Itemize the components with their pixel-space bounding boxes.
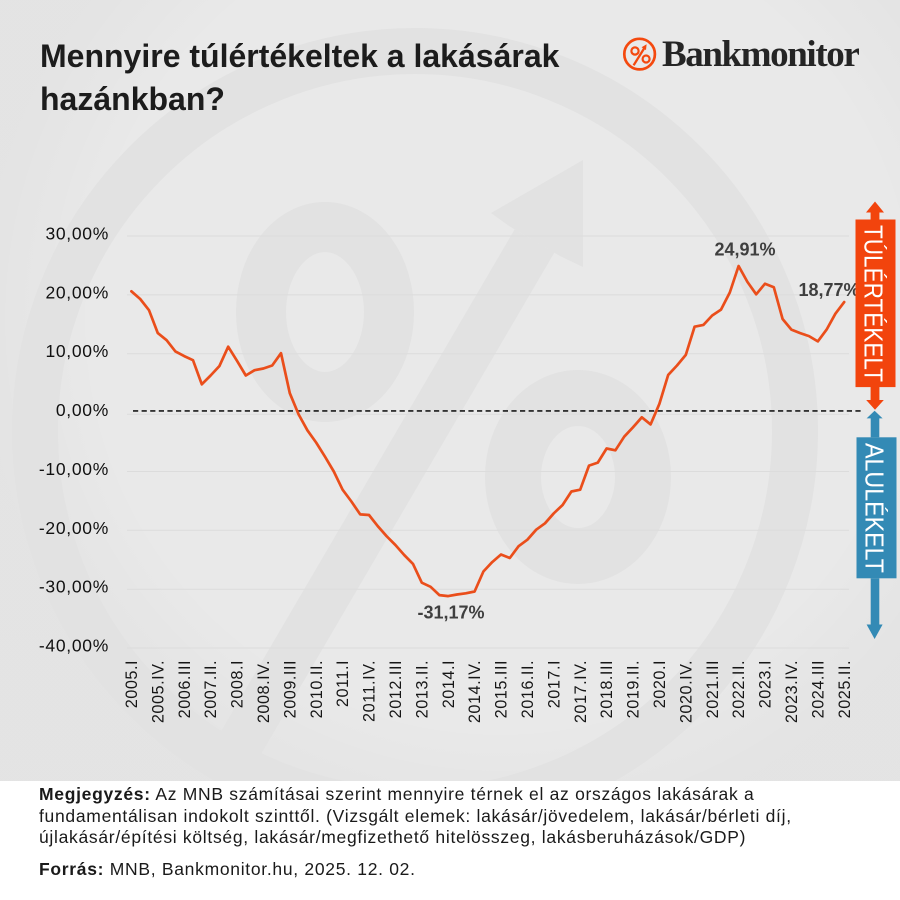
svg-text:-31,17%: -31,17%	[417, 603, 484, 623]
svg-text:-20,00%: -20,00%	[39, 518, 109, 538]
svg-text:2008.I: 2008.I	[229, 660, 247, 708]
svg-text:-10,00%: -10,00%	[39, 459, 109, 479]
svg-text:24,91%: 24,91%	[714, 240, 775, 260]
svg-text:2015.III: 2015.III	[493, 660, 511, 718]
svg-text:2006.III: 2006.III	[176, 660, 194, 718]
svg-text:20,00%: 20,00%	[45, 282, 109, 302]
svg-text:2011.I: 2011.I	[334, 660, 352, 707]
svg-text:2007.II.: 2007.II.	[202, 660, 220, 718]
svg-text:2009.III: 2009.III	[281, 660, 299, 718]
svg-text:2024.III: 2024.III	[809, 660, 827, 718]
svg-text:2023.I: 2023.I	[757, 660, 775, 708]
svg-text:2020.I: 2020.I	[651, 660, 669, 708]
svg-text:ALULÉKELT: ALULÉKELT	[860, 443, 890, 573]
svg-text:2008.IV.: 2008.IV.	[255, 660, 273, 723]
svg-text:-30,00%: -30,00%	[39, 577, 109, 597]
svg-text:TÚLÉRTÉKELT: TÚLÉRTÉKELT	[859, 225, 889, 382]
svg-text:-40,00%: -40,00%	[39, 636, 109, 656]
svg-text:2021.III: 2021.III	[704, 660, 722, 718]
svg-text:2005.IV.: 2005.IV.	[149, 660, 167, 723]
svg-text:2018.III: 2018.III	[598, 660, 616, 718]
svg-text:2013.II.: 2013.II.	[413, 660, 431, 718]
svg-text:2017.IV.: 2017.IV.	[572, 660, 590, 723]
svg-text:2014.I: 2014.I	[440, 660, 458, 708]
svg-text:0,00%: 0,00%	[56, 400, 109, 420]
svg-text:2025.II.: 2025.II.	[836, 660, 854, 718]
svg-text:2017.I: 2017.I	[545, 660, 563, 708]
svg-text:2012.III: 2012.III	[387, 660, 405, 718]
svg-text:2020.IV.: 2020.IV.	[677, 660, 695, 723]
svg-text:2023.IV.: 2023.IV.	[783, 660, 801, 723]
svg-text:30,00%: 30,00%	[45, 224, 109, 244]
svg-text:2019.II.: 2019.II.	[625, 660, 643, 718]
svg-text:2005.I: 2005.I	[123, 660, 141, 708]
svg-text:2016.II.: 2016.II.	[519, 660, 537, 718]
svg-text:10,00%: 10,00%	[45, 341, 109, 361]
svg-text:2022.II.: 2022.II.	[730, 660, 748, 718]
svg-text:18,77%: 18,77%	[798, 280, 859, 300]
svg-text:2011.IV.: 2011.IV.	[361, 660, 379, 722]
svg-text:2010.II.: 2010.II.	[308, 660, 326, 718]
svg-text:2014.IV.: 2014.IV.	[466, 660, 484, 723]
